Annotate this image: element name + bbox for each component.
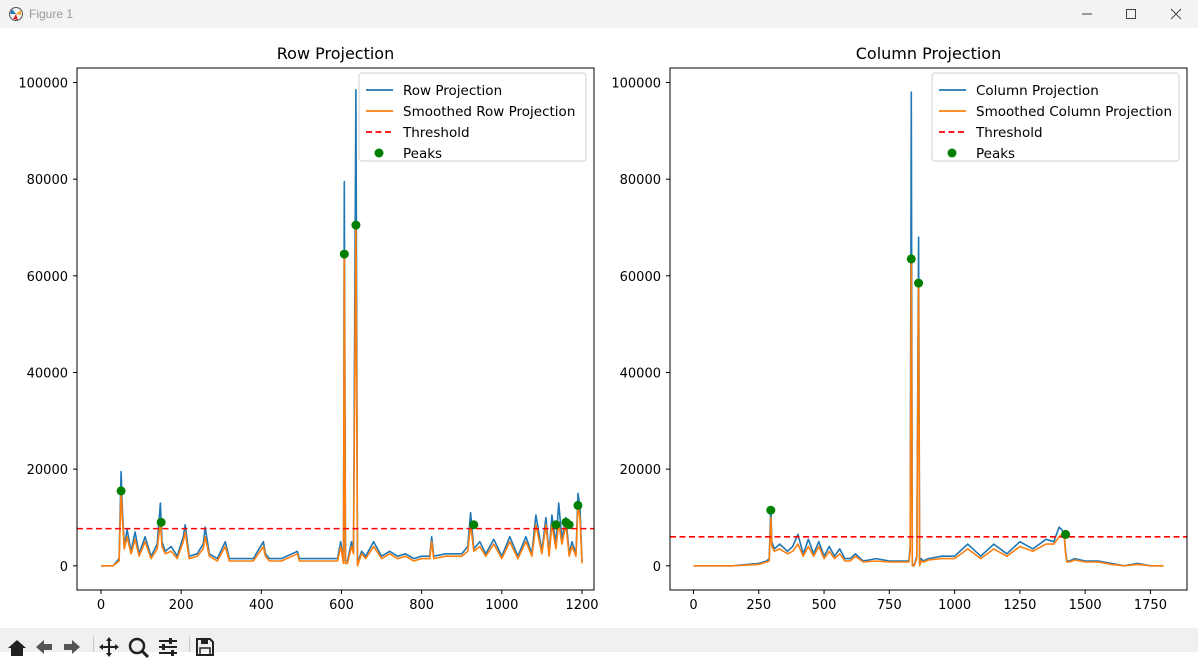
legend-swatch xyxy=(947,148,957,158)
legend: Column Projection Smoothed Column Project… xyxy=(931,72,1180,162)
x-tick-label: 1750 xyxy=(1134,598,1167,613)
x-tick-label: 1200 xyxy=(565,598,598,613)
legend-label: Threshold xyxy=(402,125,470,141)
y-tick-label: 0 xyxy=(653,560,661,575)
axes-frame xyxy=(669,67,1188,591)
chart-col-projection: Column Projection 0 250 500 750 1000 1250 1500 1… xyxy=(611,44,1188,613)
navigation-toolbar xyxy=(0,628,1198,658)
y-tick-label: 0 xyxy=(60,560,68,575)
save-icon xyxy=(196,638,214,656)
x-tick-label: 750 xyxy=(877,598,902,613)
peak-point xyxy=(116,486,126,496)
chart-title: Row Projection xyxy=(277,44,394,63)
y-tick-label: 40000 xyxy=(27,367,68,382)
x-tick-label: 1500 xyxy=(1069,598,1102,613)
figure-canvas: Row Projection 0 200 400 600 800 1000 1200 0 2000… xyxy=(18,44,1188,613)
legend-box xyxy=(931,72,1180,162)
peak-point xyxy=(339,249,349,259)
legend: Row Projection Smoothed Row Projection Thr… xyxy=(358,72,587,162)
series-line-smoothed xyxy=(693,258,1164,567)
home-icon xyxy=(8,640,26,656)
peak-point xyxy=(564,520,574,530)
legend-swatch xyxy=(374,148,384,158)
y-tick-label: 20000 xyxy=(620,463,661,478)
x-tick-label: 1000 xyxy=(938,598,971,613)
close-button[interactable] xyxy=(1153,0,1198,28)
y-tick-label: 60000 xyxy=(27,270,68,285)
x-tick-label: 0 xyxy=(97,598,105,613)
series-line-smoothed xyxy=(101,224,583,567)
x-tick-label: 0 xyxy=(689,598,697,613)
y-tick-label: 20000 xyxy=(27,463,68,478)
pan-button[interactable] xyxy=(98,636,120,658)
window-title: Figure 1 xyxy=(29,7,74,21)
peak-point xyxy=(573,500,583,510)
y-tick-label: 60000 xyxy=(620,270,661,285)
chart-title: Column Projection xyxy=(856,44,1001,63)
x-tick-label: 200 xyxy=(169,598,194,613)
y-tick-label: 80000 xyxy=(27,173,68,188)
minimize-button[interactable] xyxy=(1064,0,1110,28)
back-icon xyxy=(36,640,52,654)
y-tick-label: 80000 xyxy=(620,173,661,188)
pan-icon xyxy=(99,637,119,657)
plot-area xyxy=(77,88,594,567)
y-tick-label: 100000 xyxy=(611,77,661,92)
peak-point xyxy=(351,220,361,230)
legend-label: Threshold xyxy=(975,125,1043,141)
y-tick-label: 100000 xyxy=(18,77,68,92)
x-tick-label: 500 xyxy=(812,598,837,613)
x-tick-label: 1000 xyxy=(485,598,518,613)
peak-point xyxy=(766,505,776,515)
toolbar-separator xyxy=(93,636,94,652)
y-tick-label: 40000 xyxy=(620,367,661,382)
peak-point xyxy=(156,517,166,527)
toolbar-separator xyxy=(189,636,190,652)
legend-label: Column Projection xyxy=(976,83,1099,99)
legend-label: Row Projection xyxy=(403,83,502,99)
chart-row-projection: Row Projection 0 200 400 600 800 1000 1200 0 2000… xyxy=(18,44,598,613)
series-line-raw xyxy=(693,91,1164,567)
peak-point xyxy=(906,254,916,264)
close-icon xyxy=(1170,8,1182,20)
x-tick-label: 400 xyxy=(249,598,274,613)
x-tick-label: 800 xyxy=(409,598,434,613)
home-button[interactable] xyxy=(6,636,28,658)
forward-button[interactable] xyxy=(61,636,83,658)
legend-label: Peaks xyxy=(976,146,1015,162)
maximize-button[interactable] xyxy=(1108,0,1154,28)
peak-point xyxy=(1061,529,1071,539)
forward-icon xyxy=(64,640,80,654)
legend-label: Smoothed Row Projection xyxy=(403,104,575,120)
plot-area xyxy=(670,91,1187,567)
window-titlebar: Figure 1 xyxy=(0,0,1198,28)
legend-label: Smoothed Column Projection xyxy=(976,104,1172,120)
x-tick-label: 250 xyxy=(746,598,771,613)
zoom-icon xyxy=(128,637,149,658)
matplotlib-icon xyxy=(8,6,24,22)
axes-frame xyxy=(76,67,595,591)
x-tick-label: 600 xyxy=(329,598,354,613)
peak-point xyxy=(914,278,924,288)
peak-point xyxy=(469,520,479,530)
x-tick-label: 1250 xyxy=(1003,598,1036,613)
save-button[interactable] xyxy=(194,636,216,658)
maximize-icon xyxy=(1126,9,1136,19)
configure-subplots-button[interactable] xyxy=(157,636,179,658)
legend-label: Peaks xyxy=(403,146,442,162)
back-button[interactable] xyxy=(33,636,55,658)
peak-point xyxy=(551,520,561,530)
configure-subplots-icon xyxy=(159,638,177,656)
minimize-icon xyxy=(1082,13,1092,15)
zoom-button[interactable] xyxy=(127,636,149,658)
legend-box xyxy=(358,72,587,162)
